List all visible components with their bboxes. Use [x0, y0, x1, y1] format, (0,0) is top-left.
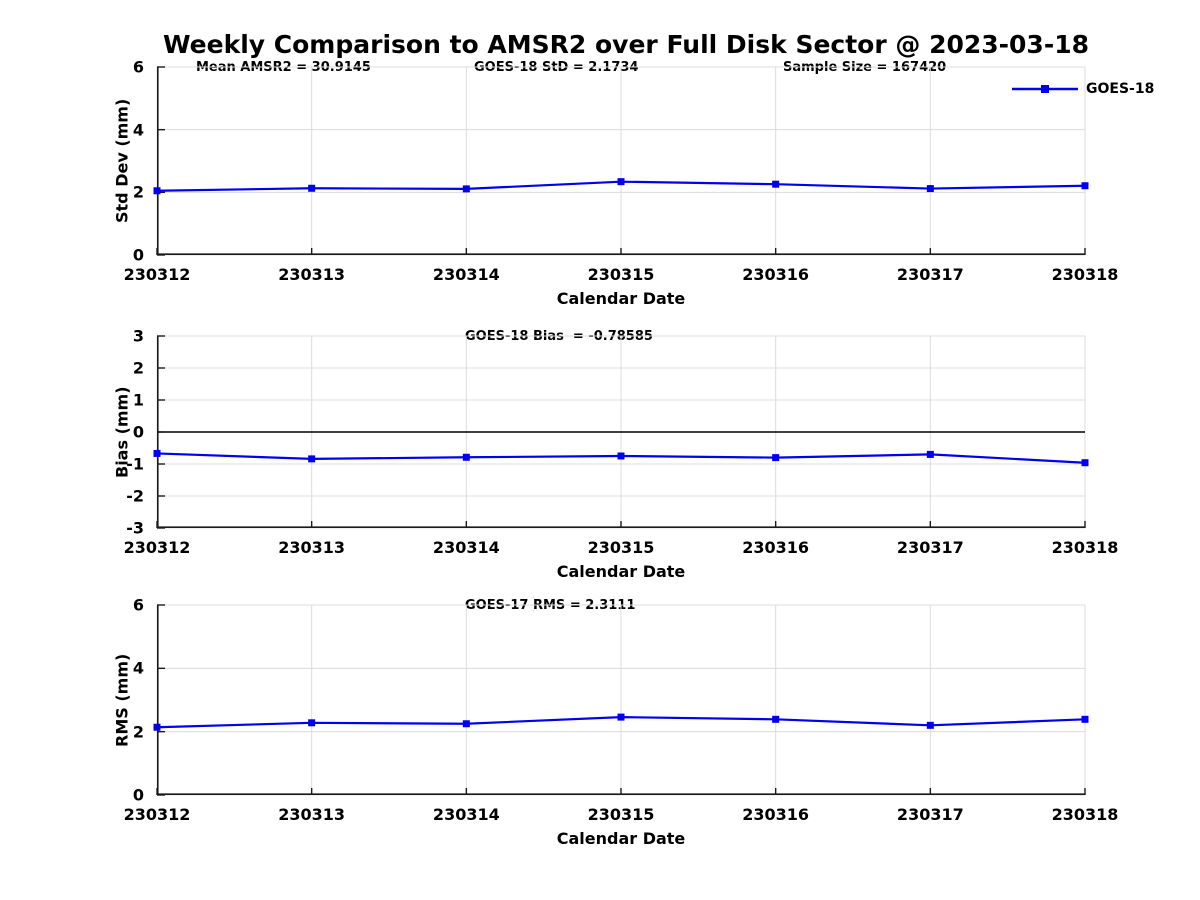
y-tick-label: -2 [126, 486, 144, 506]
x-tick-label: 230317 [896, 538, 964, 557]
x-tick-label: 230315 [587, 265, 655, 284]
y-tick-label: 6 [132, 595, 144, 615]
x-tick-label: 230312 [123, 265, 191, 284]
x-tick-label: 230318 [1051, 805, 1119, 824]
y-tick-labels-bias: 3 2 1 0 -1 -2 -3 [95, 327, 150, 538]
x-tick-label: 230313 [278, 538, 346, 557]
data-point-marker [462, 453, 470, 461]
y-tick-label: 2 [132, 182, 144, 202]
x-tick-label: 230317 [896, 265, 964, 284]
x-tick-label: 230315 [587, 805, 655, 824]
y-tick-label: -1 [126, 454, 144, 474]
data-point-marker [617, 452, 625, 460]
x-axis-label-calendar-date: Calendar Date [556, 289, 686, 308]
x-axis-label-calendar-date: Calendar Date [556, 829, 686, 848]
y-tick-label: 0 [132, 785, 144, 805]
x-tick-label: 230314 [432, 538, 500, 557]
x-tick-label: 230313 [278, 265, 346, 284]
data-point-marker [1081, 459, 1089, 467]
x-tick-label: 230314 [432, 265, 500, 284]
x-tick-labels-stddev: 230312 230313 230314 230315 230316 230317 2303… [124, 265, 1119, 285]
y-tick-label: 4 [132, 120, 144, 140]
data-point-marker [153, 723, 161, 731]
subplot-bias: GOES-18 Bias = -0.78585 Bias (mm) 3 2 1 0 -1… [113, 327, 1119, 582]
data-point-marker [308, 455, 316, 463]
data-point-marker [772, 715, 780, 723]
x-tick-label: 230312 [123, 805, 191, 824]
data-point-marker [772, 180, 780, 188]
y-tick-label: 6 [132, 57, 144, 77]
data-point-marker [772, 454, 780, 462]
y-tick-label: 3 [132, 326, 144, 346]
chart-title: Weekly Comparison to AMSR2 over Full Dis… [162, 30, 1089, 59]
x-tick-label: 230316 [742, 538, 810, 557]
y-tick-label: 0 [132, 245, 144, 265]
x-tick-label: 230318 [1051, 538, 1119, 557]
x-tick-label: 230316 [742, 805, 810, 824]
x-tick-label: 230317 [896, 805, 964, 824]
data-point-marker [1081, 182, 1089, 190]
legend-line-sample [1012, 85, 1078, 93]
y-tick-labels-stddev: 6 4 2 0 [95, 58, 150, 265]
data-point-marker [153, 449, 161, 457]
bias-plot-area [153, 335, 1089, 529]
x-tick-label: 230316 [742, 265, 810, 284]
data-point-marker [926, 721, 934, 729]
data-point-marker [1081, 715, 1089, 723]
x-tick-labels-rms: 230312 230313 230314 230315 230316 230317 2303… [124, 805, 1119, 825]
data-point-marker [153, 187, 161, 195]
legend: GOES-18 [1012, 81, 1154, 97]
legend-label: GOES-18 [1086, 81, 1155, 97]
y-tick-label: 1 [132, 390, 144, 410]
x-tick-label: 230314 [432, 805, 500, 824]
x-tick-label: 230315 [587, 538, 655, 557]
stddev-plot-area [153, 66, 1089, 256]
y-tick-label: 2 [132, 358, 144, 378]
y-tick-label: 2 [132, 722, 144, 742]
x-axis-label-calendar-date: Calendar Date [556, 562, 686, 581]
data-point-marker [926, 185, 934, 193]
x-tick-labels-bias: 230312 230313 230314 230315 230316 230317 2303… [124, 538, 1119, 558]
y-tick-label: 0 [132, 422, 144, 442]
data-point-marker [462, 185, 470, 193]
subplot-stddev: Mean AMSR2 = 30.9145 GOES-18 StD = 2.173… [113, 58, 1119, 309]
x-tick-label: 230312 [123, 538, 191, 557]
rms-plot-area [153, 604, 1089, 796]
x-tick-label: 230318 [1051, 265, 1119, 284]
y-tick-label: 4 [132, 658, 144, 678]
data-point-marker [617, 713, 625, 721]
y-tick-label: -3 [126, 518, 144, 538]
data-point-marker [926, 450, 934, 458]
legend-marker [1041, 85, 1049, 93]
x-tick-label: 230313 [278, 805, 346, 824]
data-point-marker [308, 184, 316, 192]
y-tick-labels-rms: 6 4 2 0 [95, 596, 150, 805]
data-point-marker [462, 720, 470, 728]
data-point-marker [617, 178, 625, 186]
data-point-marker [308, 719, 316, 727]
